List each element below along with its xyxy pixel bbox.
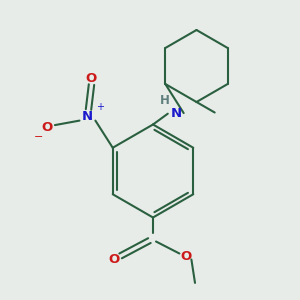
Text: O: O: [86, 71, 97, 85]
Text: N: N: [81, 110, 93, 124]
Text: −: −: [33, 132, 43, 142]
Text: N: N: [171, 107, 182, 120]
Text: H: H: [160, 94, 170, 107]
Text: O: O: [41, 121, 52, 134]
Text: +: +: [96, 102, 104, 112]
Text: O: O: [180, 250, 192, 263]
Text: O: O: [108, 253, 120, 266]
